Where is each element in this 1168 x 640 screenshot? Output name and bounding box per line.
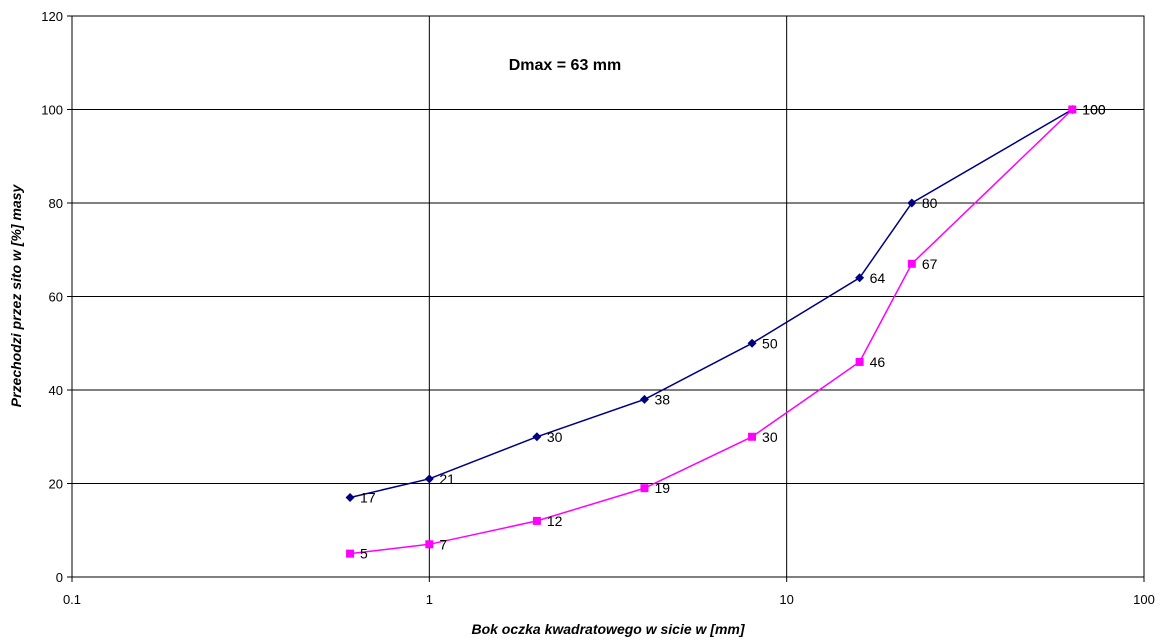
axes xyxy=(67,15,1145,582)
data-label: 80 xyxy=(922,195,938,211)
data-label: 30 xyxy=(762,429,778,445)
data-label: 7 xyxy=(439,536,447,552)
x-axis-title: Bok oczka kwadratowego w sicie w [mm] xyxy=(471,621,745,637)
data-label: 64 xyxy=(870,270,886,286)
data-point-marker xyxy=(425,540,434,549)
data-label: 46 xyxy=(870,354,886,370)
data-label: 50 xyxy=(762,335,778,351)
data-label: 5 xyxy=(360,546,368,562)
data-point-marker xyxy=(346,549,355,558)
y-axis-title: Przechodzi przez sito w [%] masy xyxy=(8,184,24,408)
data-point-marker xyxy=(907,198,917,208)
data-point-marker xyxy=(345,493,355,503)
series-1: 17 21 30 38 50 64 80 100 xyxy=(345,102,1106,506)
data-label: 30 xyxy=(547,429,563,445)
x-tick-label: 0.1 xyxy=(63,592,81,607)
data-point-marker xyxy=(907,259,916,268)
data-label: 38 xyxy=(654,391,670,407)
data-label: 17 xyxy=(360,490,376,506)
y-tick-label: 80 xyxy=(49,196,63,211)
y-tick-label: 100 xyxy=(41,103,63,118)
chart-annotation: Dmax = 63 mm xyxy=(509,57,622,74)
series-2: 5 7 12 19 30 46 67 100 xyxy=(346,102,1106,562)
series-line xyxy=(349,108,1073,499)
data-label: 19 xyxy=(654,480,670,496)
y-tick-label: 60 xyxy=(49,290,63,305)
y-tick-label: 120 xyxy=(41,9,63,24)
tick-labels: 0 20 40 60 80 100 120 0.1 1 10 100 xyxy=(41,9,1155,607)
plot-frame xyxy=(71,15,1145,578)
x-tick-label: 100 xyxy=(1133,592,1155,607)
y-tick-label: 20 xyxy=(49,477,63,492)
series-line xyxy=(350,108,1073,555)
data-label: 100 xyxy=(1082,102,1106,118)
y-tick-label: 0 xyxy=(56,570,63,585)
y-tick-label: 40 xyxy=(49,383,63,398)
data-point-marker xyxy=(855,273,865,283)
data-point-marker xyxy=(748,432,757,441)
x-tick-label: 1 xyxy=(426,592,433,607)
data-point-marker xyxy=(639,394,649,404)
data-point-marker xyxy=(532,516,541,525)
data-point-marker xyxy=(532,432,542,442)
x-tick-label: 10 xyxy=(779,592,793,607)
data-label: 21 xyxy=(439,471,455,487)
data-point-marker xyxy=(747,338,757,348)
data-label: 67 xyxy=(922,256,938,272)
data-point-marker xyxy=(424,474,434,484)
data-label: 100 xyxy=(1082,102,1106,118)
data-point-marker xyxy=(640,484,649,493)
data-point-marker xyxy=(855,357,864,366)
data-label: 12 xyxy=(547,513,563,529)
data-point-marker xyxy=(1068,105,1077,114)
